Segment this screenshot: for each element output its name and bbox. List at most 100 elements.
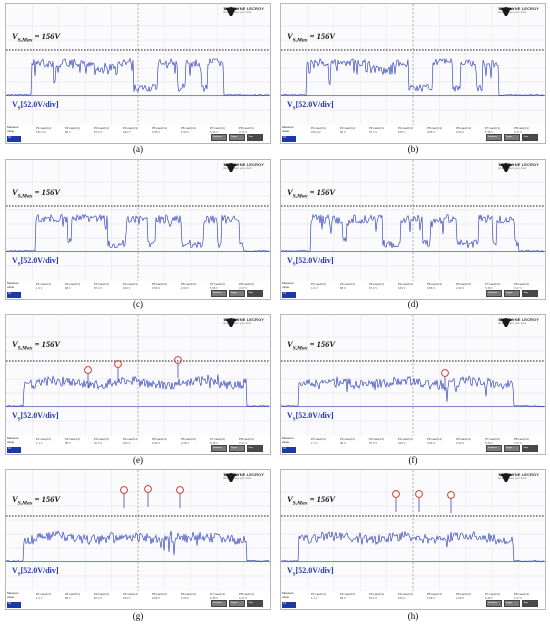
peak-marker-circle [174, 356, 182, 364]
waveform-plot [281, 470, 545, 591]
measure-value: 87.3 V [94, 440, 103, 445]
measure-value-label: value [282, 129, 290, 133]
measure-value: 2.00 V [181, 285, 190, 290]
channel-chip[interactable]: C1 [282, 602, 296, 608]
voltage-trace [6, 213, 270, 252]
scope-panel-d: TELEDYNE LECROY Everywhere you look VS,Max… [280, 159, 546, 300]
acq-box[interactable]: Stop [522, 134, 538, 141]
trigger-box[interactable]: Trigger [229, 290, 245, 297]
waveform-plot [281, 160, 545, 281]
measure-param: P1:max(C1) [311, 126, 326, 130]
measure-param: P3:max(C1) [94, 282, 109, 286]
waveform-plot [281, 315, 545, 436]
acq-box[interactable]: Stop [522, 600, 538, 607]
channel-chip[interactable]: C1 [282, 136, 296, 142]
measure-column: P3:max(C1) 87.3 V [94, 282, 109, 290]
timebase-box[interactable]: Timebase [211, 600, 227, 607]
peak-marker-circle [120, 486, 128, 494]
trigger-box[interactable]: Trigger [504, 290, 520, 297]
panel-caption: (a) [133, 144, 143, 154]
channel-chip[interactable]: C1 [282, 292, 296, 298]
trigger-box[interactable]: Trigger [229, 600, 245, 607]
measure-param: P8:max(C1) [239, 592, 254, 596]
acq-box[interactable]: Stop [247, 600, 263, 607]
measure-param: P2:max(C1) [340, 126, 355, 130]
vdiv-var: V [12, 411, 18, 420]
measure-param: P1:max(C1) [36, 282, 51, 286]
measure-column: P6:max(C1) 2.00 V [181, 437, 196, 445]
timebase-box[interactable]: Timebase [486, 600, 502, 607]
timebase-box[interactable]: Timebase [211, 445, 227, 452]
measure-value: 98 V [65, 129, 71, 134]
acq-box[interactable]: Stop [522, 445, 538, 452]
measure-value: 98 V [340, 440, 346, 445]
channel-chip[interactable]: C1 [7, 292, 21, 298]
measure-param: P6:max(C1) [456, 282, 471, 286]
trigger-box[interactable]: Trigger [504, 134, 520, 141]
acq-box[interactable]: Stop [247, 290, 263, 297]
measure-value: 3.17 V [239, 595, 248, 600]
vmax-value: = 156V [32, 339, 61, 349]
waveform-plot [6, 470, 270, 591]
trigger-box[interactable]: Trigger [229, 134, 245, 141]
measure-param: P7:max(C1) [210, 282, 225, 286]
acq-box[interactable]: Stop [522, 290, 538, 297]
waveform-plot [6, 4, 270, 125]
measure-column: P5:max(C1) 9.56 V [152, 592, 167, 600]
measure-label: Measure [282, 125, 294, 129]
channel-chip[interactable]: C1 [7, 136, 21, 142]
measure-value: 98 V [340, 595, 346, 600]
measure-param: P2:max(C1) [65, 592, 80, 596]
measure-column: P1:max(C1) 1.1 V [311, 437, 326, 445]
measure-column: P7:max(C1) 5.45 V [485, 592, 500, 600]
measurement-strip: Measure value C1 P1:max(C1) 1.0 V P2:max(C1) 9… [281, 281, 545, 299]
trigger-box[interactable]: Trigger [504, 445, 520, 452]
brand-tagline: Everywhere you look [223, 166, 252, 170]
measure-param: P6:max(C1) [456, 437, 471, 441]
measure-column: P1:max(C1) 1.1 V [36, 592, 51, 600]
measure-column: P7:max(C1) 5.45 V [210, 592, 225, 600]
measure-value: 160 V [398, 129, 406, 134]
brand-name: TELEDYNE LECROY [498, 6, 539, 11]
measure-value: 160 V [123, 440, 131, 445]
channel-chip[interactable]: C1 [282, 447, 296, 453]
measure-column: P2:max(C1) 98 V [340, 282, 355, 290]
measure-param: P1:max(C1) [36, 126, 51, 130]
teledyne-logo-icon [223, 7, 240, 16]
acq-box[interactable]: Stop [247, 134, 263, 141]
scope-screen: TELEDYNE LECROY Everywhere you look VS,Max… [6, 4, 270, 126]
timebase-box[interactable]: Timebase [211, 134, 227, 141]
timebase-box[interactable]: Timebase [486, 134, 502, 141]
scope-panel-e: TELEDYNE LECROY Everywhere you look VS,Max… [5, 314, 271, 455]
channel-chip[interactable]: C1 [7, 447, 21, 453]
teledyne-logo: TELEDYNE LECROY Everywhere you look [223, 7, 264, 16]
timebase-box[interactable]: Timebase [211, 290, 227, 297]
measure-column: P4:max(C1) 160 V [123, 282, 138, 290]
channel-chip[interactable]: C1 [7, 602, 21, 608]
timebase-box[interactable]: Timebase [486, 290, 502, 297]
timebase-box[interactable]: Timebase [486, 445, 502, 452]
brand-name: TELEDYNE LECROY [223, 472, 264, 477]
measure-value: 87.3 V [369, 285, 378, 290]
vdiv-sub: S [17, 262, 21, 268]
measure-value: 2.00 V [181, 440, 190, 445]
panel-caption: (c) [133, 299, 143, 309]
measure-value: 5.45 V [485, 285, 494, 290]
measure-value: 9.56 V [427, 440, 436, 445]
acq-box[interactable]: Stop [247, 445, 263, 452]
measure-param: P3:max(C1) [369, 126, 384, 130]
vmax-label: VS,Max = 156V [287, 339, 335, 352]
measure-param: P4:max(C1) [123, 282, 138, 286]
peak-marker-circle [441, 369, 449, 377]
measure-value: 1.1 V [311, 595, 318, 600]
measure-column: P7:max(C1) 5.45 V [485, 282, 500, 290]
vmax-var: V [287, 339, 293, 349]
measure-value: 98 V [340, 129, 346, 134]
peak-marker-circle [415, 490, 423, 498]
trigger-box[interactable]: Trigger [229, 445, 245, 452]
trigger-box[interactable]: Trigger [504, 600, 520, 607]
peak-marker-circle [114, 360, 122, 368]
vmax-label: VS,Max = 156V [12, 187, 60, 200]
measure-column: P1:max(C1) 1.0 V [311, 282, 326, 290]
measure-value: 2.00 V [181, 595, 190, 600]
